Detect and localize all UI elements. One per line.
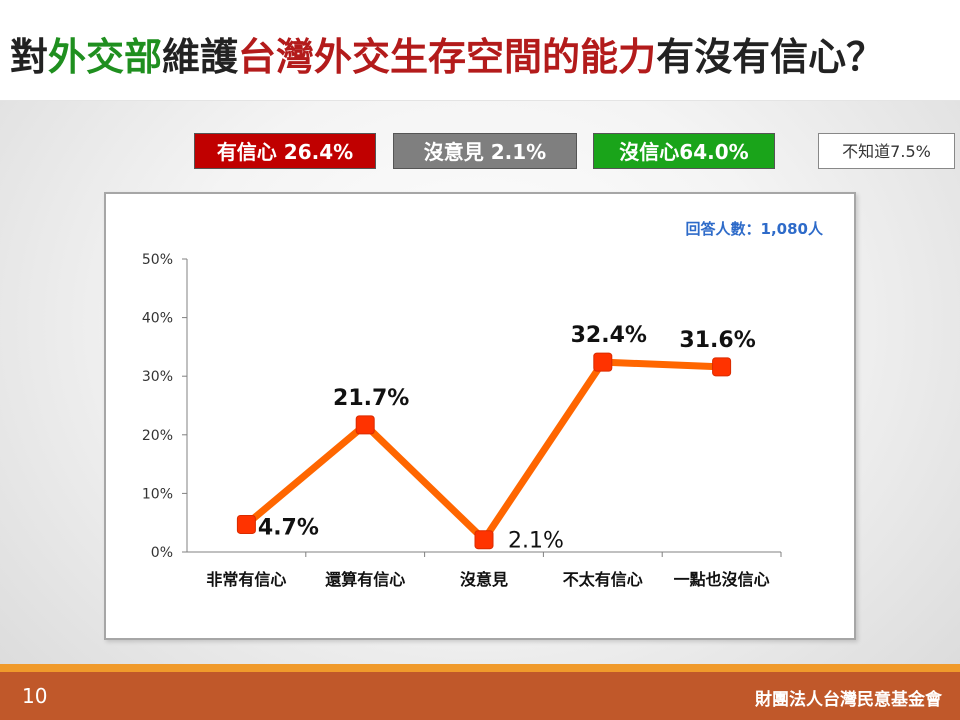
y-tick-label: 20% — [142, 428, 173, 444]
no-opinion-badge: 沒意見 2.1% — [393, 133, 577, 169]
chart-panel: 0% 10% 20% 30% 40% 50% 非常有信心 還算有信心 沒意見 不太有信心 一點也沒信… — [104, 192, 856, 640]
slide-title: 對外交部維護台灣外交生存空間的能力有沒有信心？ — [10, 26, 884, 81]
confident-badge: 有信心 26.4% — [194, 133, 376, 169]
title-part: 外交部 — [48, 35, 163, 79]
footer-bar: 10 財團法人台灣民意基金會 — [0, 672, 960, 720]
respondents-count: 回答人數：1,080人 — [686, 220, 824, 238]
x-tick-label: 沒意見 — [460, 570, 508, 589]
y-tick-label: 30% — [142, 369, 173, 385]
y-tick-label: 10% — [142, 486, 173, 502]
data-point — [236, 514, 256, 534]
title-bar: 對外交部維護台灣外交生存空間的能力有沒有信心？ — [0, 0, 960, 101]
data-label: 2.1% — [508, 529, 564, 554]
line-chart: 0% 10% 20% 30% 40% 50% 非常有信心 還算有信心 沒意見 不太有信心 一點也沒信… — [142, 220, 824, 589]
data-label: 31.6% — [679, 328, 755, 353]
series-line — [244, 358, 722, 544]
data-label: 32.4% — [571, 323, 647, 348]
title-part: 對 — [10, 35, 49, 79]
page-number: 10 — [22, 684, 48, 708]
data-label: 21.7% — [333, 386, 409, 411]
y-tick-label: 0% — [151, 545, 173, 561]
y-tick-label: 50% — [142, 252, 173, 268]
data-point — [355, 415, 375, 435]
data-point — [474, 530, 494, 550]
data-label: 4.7% — [258, 515, 319, 540]
data-point — [593, 352, 613, 372]
dont-know-badge: 不知道7.5% — [818, 133, 955, 169]
data-point — [712, 357, 732, 377]
x-tick-label: 一點也沒信心 — [674, 570, 770, 589]
not-confident-badge: 沒信心64.0% — [593, 133, 775, 169]
x-tick-label: 非常有信心 — [206, 570, 286, 589]
title-part: 台灣外交生存空間的能力 — [238, 35, 657, 79]
y-tick-label: 40% — [142, 311, 173, 327]
title-part: 有沒有信心？ — [656, 35, 885, 79]
title-part: 維護 — [162, 35, 239, 79]
footer-accent-line — [0, 664, 960, 672]
x-tick-label: 還算有信心 — [325, 570, 405, 589]
x-tick-label: 不太有信心 — [563, 570, 643, 589]
organization-name: 財團法人台灣民意基金會 — [755, 690, 942, 710]
